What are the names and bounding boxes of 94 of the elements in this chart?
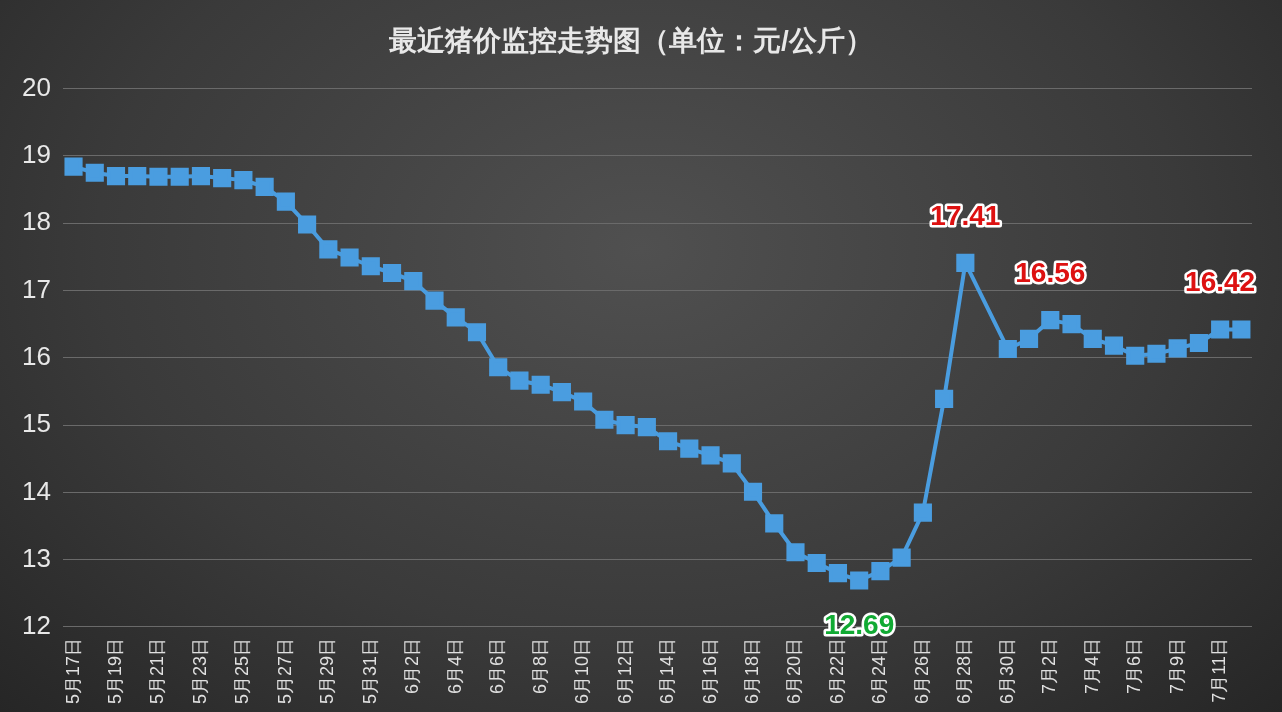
point bbox=[1083, 329, 1102, 349]
point bbox=[255, 177, 274, 196]
x-tick-label: 6月8日 bbox=[529, 637, 550, 694]
point bbox=[616, 416, 635, 435]
point bbox=[552, 383, 571, 402]
x-tick-label: 7月6日 bbox=[1124, 637, 1145, 694]
point bbox=[680, 439, 699, 458]
point bbox=[892, 548, 911, 567]
point bbox=[489, 358, 508, 377]
annotation: 16.42 bbox=[1185, 266, 1256, 298]
point bbox=[1062, 315, 1081, 334]
y-tick-label: 15 bbox=[22, 408, 51, 439]
x-tick-label: 5月23日 bbox=[189, 637, 210, 705]
y-tick-label: 19 bbox=[22, 139, 51, 170]
y-tick-label: 13 bbox=[22, 542, 51, 573]
point bbox=[743, 482, 763, 501]
point bbox=[382, 263, 402, 283]
x-tick-label: 6月30日 bbox=[996, 637, 1017, 705]
point bbox=[786, 543, 805, 562]
x-tick-label: 6月10日 bbox=[572, 637, 593, 705]
point bbox=[128, 167, 147, 186]
point bbox=[510, 371, 529, 390]
point bbox=[467, 323, 487, 342]
point bbox=[574, 392, 593, 411]
x-tick-label: 6月20日 bbox=[784, 637, 805, 705]
point bbox=[85, 163, 104, 182]
x-tick-label: 6月4日 bbox=[444, 637, 465, 694]
point bbox=[637, 418, 656, 437]
point bbox=[531, 375, 550, 394]
annotation: 16.56 bbox=[1015, 256, 1086, 288]
point bbox=[425, 291, 444, 310]
point bbox=[1126, 346, 1145, 365]
x-tick-label: 5月19日 bbox=[104, 637, 125, 705]
point bbox=[106, 167, 126, 186]
x-tick-label: 5月27日 bbox=[274, 637, 295, 705]
point bbox=[807, 553, 826, 573]
point bbox=[404, 272, 423, 291]
point bbox=[191, 167, 211, 186]
point bbox=[765, 514, 784, 533]
point bbox=[149, 167, 168, 186]
point bbox=[1147, 344, 1166, 363]
x-tick-label: 5月31日 bbox=[359, 637, 380, 705]
x-tick-label: 6月6日 bbox=[487, 637, 508, 694]
x-tick-label: 7月9日 bbox=[1166, 637, 1187, 694]
point bbox=[361, 257, 380, 276]
point bbox=[64, 157, 83, 176]
point bbox=[213, 169, 232, 188]
x-tick-label: 5月25日 bbox=[232, 637, 253, 705]
x-tick-label: 7月11日 bbox=[1209, 637, 1230, 703]
x-tick-label: 6月18日 bbox=[741, 637, 762, 705]
point bbox=[170, 167, 189, 186]
x-tick-label: 6月14日 bbox=[657, 637, 678, 705]
x-tick-label: 5月29日 bbox=[317, 637, 338, 705]
y-tick-label: 14 bbox=[22, 475, 51, 506]
point bbox=[1041, 311, 1060, 330]
point bbox=[1168, 339, 1187, 358]
y-tick-label: 16 bbox=[22, 340, 51, 371]
x-tick-label: 6月28日 bbox=[954, 637, 975, 705]
y-tick-label: 12 bbox=[22, 610, 51, 641]
x-tick-label: 5月17日 bbox=[62, 637, 83, 705]
point bbox=[722, 454, 741, 473]
y-tick-label: 20 bbox=[22, 71, 51, 102]
point bbox=[871, 562, 890, 581]
x-tick-label: 5月21日 bbox=[147, 637, 168, 705]
x-tick-label: 7月4日 bbox=[1081, 637, 1102, 694]
point bbox=[595, 410, 614, 429]
chart-title: 最近猪价监控走势图（单位：元/公斤） bbox=[388, 24, 873, 56]
point bbox=[659, 432, 678, 451]
x-tick-label: 7月2日 bbox=[1039, 637, 1060, 694]
y-tick-label: 18 bbox=[22, 206, 51, 237]
annotation: 17.41 bbox=[930, 199, 1001, 231]
point bbox=[276, 192, 295, 211]
y-tick-label: 17 bbox=[22, 273, 51, 304]
point bbox=[446, 308, 465, 327]
point bbox=[701, 446, 720, 465]
point bbox=[1211, 320, 1230, 339]
x-tick-label: 6月16日 bbox=[699, 637, 720, 705]
point bbox=[234, 171, 253, 190]
point bbox=[340, 248, 359, 267]
x-tick-label: 6月26日 bbox=[911, 637, 932, 705]
point bbox=[913, 503, 932, 522]
point bbox=[319, 240, 338, 259]
point bbox=[1189, 333, 1208, 353]
point bbox=[935, 389, 954, 408]
point bbox=[850, 571, 869, 590]
point bbox=[298, 215, 317, 234]
point bbox=[956, 253, 975, 272]
point bbox=[1232, 320, 1251, 339]
point bbox=[1104, 336, 1124, 355]
x-tick-label: 6月12日 bbox=[614, 637, 635, 705]
x-tick-label: 6月2日 bbox=[402, 637, 423, 694]
point bbox=[998, 339, 1017, 359]
point bbox=[1019, 329, 1039, 349]
point bbox=[828, 564, 848, 583]
